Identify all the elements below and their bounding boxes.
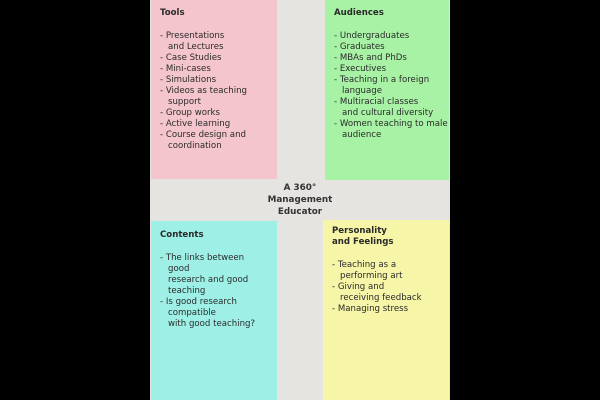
list-item: - Undergraduates: [334, 31, 441, 42]
list-item-line: - Teaching in a foreign: [334, 75, 430, 85]
list-item: - Teaching in a foreign language: [334, 75, 441, 97]
personality-title-line: Personality: [332, 226, 387, 236]
contents-quadrant: Contents - The links between good research…: [151, 221, 277, 400]
list-item-line: compatible: [168, 308, 216, 318]
tools-list: - Presentations and Lectures - Case Studie…: [160, 31, 269, 152]
audiences-list: - Undergraduates - Graduates - MBAs and Ph…: [334, 31, 448, 141]
personality-title-line: and Feelings: [332, 237, 394, 247]
audiences-quadrant: Audiences - Undergraduates - Graduates - M…: [325, 0, 449, 180]
list-item-line: - Videos as teaching: [160, 86, 247, 96]
list-item: - Graduates: [334, 42, 441, 53]
list-item-line: receiving feedback: [340, 293, 422, 303]
center-title: A 360° Management Educator: [250, 182, 350, 218]
list-item-line: coordination: [168, 141, 222, 151]
list-item: - MBAs and PhDs: [334, 53, 441, 64]
personality-quadrant: Personality and Feelings - Teaching as a…: [323, 220, 449, 400]
audiences-title: Audiences: [334, 8, 384, 18]
list-item-line: audience: [342, 130, 382, 140]
list-item: - Giving and receiving feedback: [332, 282, 441, 304]
list-item: - Presentations and Lectures: [160, 31, 269, 53]
center-title-line: Management: [267, 195, 333, 205]
list-item-line: research and good: [168, 275, 249, 285]
list-item-line: - Group works: [160, 108, 221, 118]
personality-list: - Teaching as a performing art - Giving an…: [332, 260, 441, 315]
list-item-line: performing art: [340, 271, 403, 281]
list-item-line: and Lectures: [168, 42, 224, 52]
list-item-line: - Teaching as a: [332, 260, 397, 270]
center-title-line: Educator: [277, 207, 323, 217]
list-item-line: - Active learning: [160, 119, 231, 129]
list-item-line: support: [168, 97, 201, 107]
list-item-line: teaching: [168, 286, 206, 296]
list-item-line: and cultural diversity: [342, 108, 434, 118]
list-item: - Videos as teaching support: [160, 86, 269, 108]
list-item-line: - Women teaching to male: [334, 119, 448, 129]
list-item-line: - Course design and: [160, 130, 246, 140]
list-item: - Course design and coordination: [160, 130, 269, 152]
list-item: - Teaching as a performing art: [332, 260, 441, 282]
list-item-line: - Multiracial classes: [334, 97, 419, 107]
list-item: - Executives: [334, 64, 441, 75]
list-item-line: - Graduates: [334, 42, 385, 52]
list-item: - Case Studies: [160, 53, 269, 64]
list-item: - Women teaching to male audience: [334, 119, 448, 141]
list-item: - The links between good research and good…: [160, 253, 269, 297]
list-item: - Active learning: [160, 119, 269, 130]
center-title-line: A 360°: [283, 183, 317, 193]
list-item-line: - Presentations: [160, 31, 225, 41]
list-item: - Multiracial classes and cultural divers…: [334, 97, 441, 119]
list-item: - Managing stress: [332, 304, 441, 315]
list-item: - Mini-cases: [160, 64, 269, 75]
list-item-line: - Giving and: [332, 282, 385, 292]
contents-list: - The links between good research and good…: [160, 253, 269, 330]
list-item-line: - Simulations: [160, 75, 217, 85]
list-item-line: - MBAs and PhDs: [334, 53, 407, 63]
list-item-line: good: [168, 264, 190, 274]
list-item-line: language: [342, 86, 383, 96]
contents-title: Contents: [160, 230, 204, 240]
list-item-line: - Mini-cases: [160, 64, 211, 74]
list-item: - Simulations: [160, 75, 269, 86]
list-item-line: - The links between: [160, 253, 245, 263]
list-item: - Is good research compatible with good te…: [160, 297, 269, 330]
list-item-line: - Executives: [334, 64, 387, 74]
tools-quadrant: Tools - Presentations and Lectures - Case …: [151, 0, 277, 179]
list-item-line: - Managing stress: [332, 304, 409, 314]
list-item-line: with good teaching?: [168, 319, 256, 329]
list-item-line: - Case Studies: [160, 53, 222, 63]
list-item: - Group works: [160, 108, 269, 119]
list-item-line: - Is good research: [160, 297, 237, 307]
list-item-line: - Undergraduates: [334, 31, 410, 41]
tools-title: Tools: [160, 8, 185, 18]
personality-title: Personality and Feelings: [332, 226, 441, 248]
